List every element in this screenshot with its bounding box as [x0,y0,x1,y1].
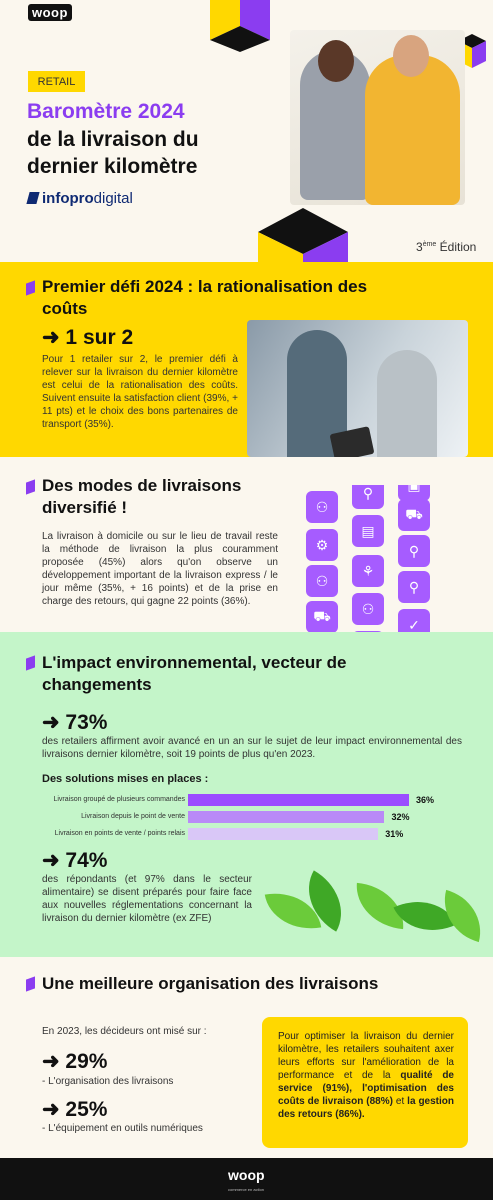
solutions-bar-chart: Livraison groupé de plusieurs commandes 3… [0,790,493,845]
infopro-logo: infoprodigital [26,190,133,207]
box-icon-2: ▣ [352,631,384,632]
scooter-icon: ⚇ [306,491,338,523]
truck-icon: ⛟ [398,499,430,531]
van-icon: ▤ [352,515,384,547]
bar-label: Livraison depuis le point de vente [81,813,185,820]
bike-icon-2: ⚲ [398,535,430,567]
bar [188,794,409,806]
bar [188,828,379,840]
person-woman-photo [300,40,370,200]
scooter-icon-2: ⚇ [306,565,338,597]
delivery-icons-grid: ⚇ ⚲ ▣ ⛟ ⚙ ▤ ⚲ ⚇ ⚘ ⚲ ⛟ ⚇ ✓ ▣ [300,485,460,632]
section-org-heading: Une meilleure organisation des livraison… [42,974,379,993]
scooter-icon-3: ⚇ [352,593,384,625]
bar-value-label: 32% [391,812,410,822]
box-icon: ▣ [398,485,430,501]
highlight-box: Pour optimiser la livraison du dernier k… [262,1017,468,1148]
bar [188,811,385,823]
footer-tagline: commerce en action [228,1187,265,1192]
woop-logo[interactable]: woop [28,4,72,21]
bar-value-label: 31% [385,829,404,839]
cargo-bike-icon: ⚙ [306,529,338,561]
cube-decoration [210,0,270,52]
stat-25: ➜ 25% [42,1098,108,1121]
bike-icon: ⚲ [352,485,384,509]
bar-label: Livraison groupé de plusieurs commandes [53,796,185,803]
section-org-intro: En 2023, les décideurs ont misé sur : [42,1026,207,1037]
stat-73: ➜ 73% [42,711,108,734]
bar-label: Livraison en points de vente / points re… [54,830,185,837]
section-costs-text: Pour 1 retailer sur 2, le premier défi à… [42,354,238,430]
infopro-mark-icon [26,192,40,204]
cube-decoration-bottom [258,208,348,262]
person-courier-photo [365,35,460,205]
edition-label: 3ème Édition [416,240,477,254]
truck-icon-2: ⛟ [306,601,338,632]
section-env-heading: L'impact environnemental, vecteur de cha… [42,653,347,694]
stat-29: ➜ 29% [42,1050,108,1073]
moped-icon: ⚘ [352,555,384,587]
truck-check-icon: ✓ [398,609,430,632]
highlight-text: Pour optimiser la livraison du dernier k… [278,1031,455,1120]
stat-74-text: des répondants (et 97% dans le secteur a… [42,874,252,924]
bar-value-label: 36% [416,795,435,805]
chart-title: Des solutions mises en places : [42,773,209,785]
section-modes-text: La livraison à domicile ou sur le lieu d… [42,531,278,607]
title-subject: de la livraison du dernier kilomètre [27,128,199,178]
stat-25-text: - L'équipement en outils numériques [42,1123,203,1134]
footer-woop-logo[interactable]: woop [228,1167,265,1183]
footer [0,1158,493,1200]
section-costs-heading: Premier défi 2024 : la rationalisation d… [42,277,368,318]
stat-29-text: - L'organisation des livraisons [42,1076,174,1087]
bike-icon-3: ⚲ [398,571,430,603]
section-modes-heading: Des modes de livraisons diversifié ! [42,476,242,517]
title-year: Baromètre 2024 [27,100,185,123]
stat-74: ➜ 74% [42,849,108,872]
couple-tablet-photo [247,320,468,457]
retail-tag: RETAIL [28,71,85,92]
stat-73-text: des retailers affirment avoir avancé en … [42,736,462,760]
stat-1-sur-2: ➜ 1 sur 2 [42,326,134,349]
